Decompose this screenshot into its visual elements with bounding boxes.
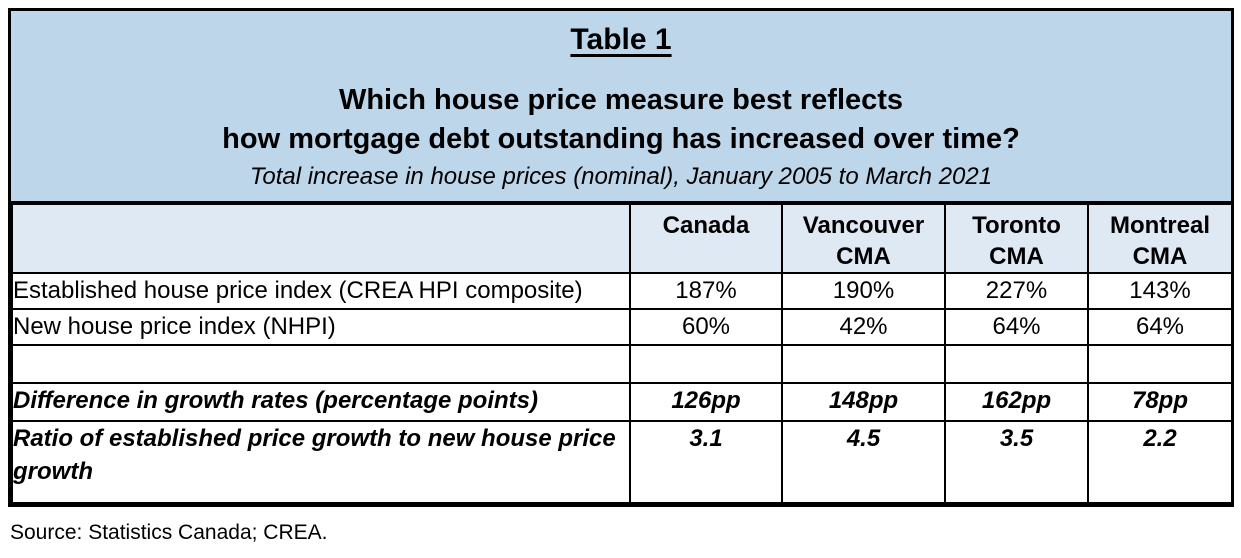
cell-value: 3.5 bbox=[944, 420, 1089, 504]
header-line1: Montreal bbox=[1109, 212, 1210, 239]
cell-value bbox=[781, 344, 946, 384]
row-label: Difference in growth rates (percentage p… bbox=[11, 382, 631, 422]
cell-value: 190% bbox=[781, 272, 946, 310]
header-line2: CMA bbox=[1132, 243, 1188, 270]
header-cell-vancouver: Vancouver CMA bbox=[781, 203, 946, 274]
title-block: Table 1 Which house price measure best r… bbox=[11, 11, 1231, 203]
header-cell-blank bbox=[11, 203, 631, 274]
row-label: Ratio of established price growth to new… bbox=[11, 420, 631, 504]
row-label: New house price index (NHPI) bbox=[11, 308, 631, 346]
cell-value: 42% bbox=[781, 308, 946, 346]
header-line1: Toronto bbox=[972, 212, 1061, 239]
cell-value: 78pp bbox=[1087, 382, 1233, 422]
source-note: Source: Statistics Canada; CREA. bbox=[10, 521, 328, 544]
header-cell-canada: Canada bbox=[629, 203, 783, 274]
header-line1: Canada bbox=[662, 212, 750, 239]
figure-subtitle: Total increase in house prices (nominal)… bbox=[249, 163, 993, 190]
cell-value bbox=[629, 344, 783, 384]
cell-value: 3.1 bbox=[629, 420, 783, 504]
cell-value: 227% bbox=[944, 272, 1089, 310]
figure-title-line1: Which house price measure best reflects bbox=[338, 84, 904, 116]
header-line1: Vancouver bbox=[802, 212, 925, 239]
cell-value bbox=[944, 344, 1089, 384]
table-figure: Table 1 Which house price measure best r… bbox=[8, 8, 1234, 507]
row-label bbox=[11, 344, 631, 384]
table-row-difference: Difference in growth rates (percentage p… bbox=[11, 382, 1233, 422]
cell-value: 64% bbox=[944, 308, 1089, 346]
cell-value: 60% bbox=[629, 308, 783, 346]
cell-value: 4.5 bbox=[781, 420, 946, 504]
header-line2: CMA bbox=[836, 243, 891, 270]
cell-value: 64% bbox=[1087, 308, 1233, 346]
header-row: Canada Vancouver CMA Toronto CMA Montrea… bbox=[11, 203, 1233, 274]
table-row-nhpi: New house price index (NHPI) 60% 42% 64%… bbox=[11, 308, 1233, 346]
table-number-label: Table 1 bbox=[570, 23, 672, 56]
table-row-ratio: Ratio of established price growth to new… bbox=[11, 420, 1233, 504]
data-table: Canada Vancouver CMA Toronto CMA Montrea… bbox=[11, 203, 1233, 504]
header-cell-toronto: Toronto CMA bbox=[944, 203, 1089, 274]
header-line2: CMA bbox=[989, 243, 1044, 270]
cell-value: 148pp bbox=[781, 382, 946, 422]
table-row-established-hpi: Established house price index (CREA HPI … bbox=[11, 272, 1233, 310]
table-row-spacer bbox=[11, 344, 1233, 384]
cell-value bbox=[1087, 344, 1233, 384]
cell-value: 126pp bbox=[629, 382, 783, 422]
cell-value: 162pp bbox=[944, 382, 1089, 422]
cell-value: 2.2 bbox=[1087, 420, 1233, 504]
row-label: Established house price index (CREA HPI … bbox=[11, 272, 631, 310]
cell-value: 143% bbox=[1087, 272, 1233, 310]
header-cell-montreal: Montreal CMA bbox=[1087, 203, 1233, 274]
figure-title-line2: how mortgage debt outstanding has increa… bbox=[222, 123, 1020, 155]
cell-value: 187% bbox=[629, 272, 783, 310]
